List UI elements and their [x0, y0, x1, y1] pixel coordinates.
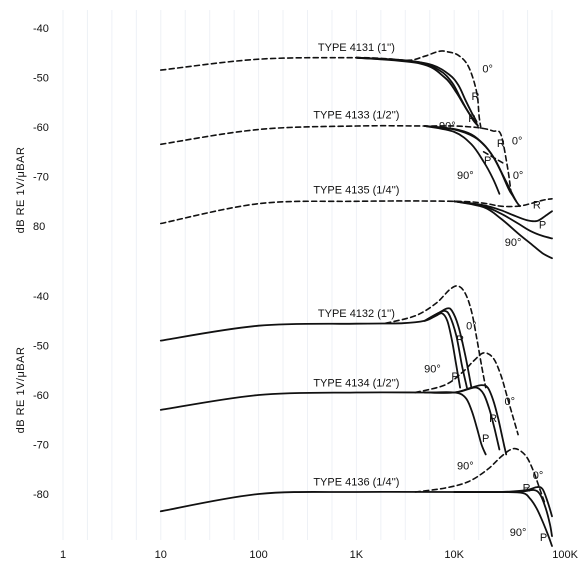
series-line	[453, 200, 553, 240]
y-tick-label: -70	[33, 440, 49, 452]
response-annotation: P	[482, 433, 489, 445]
y-tick-label: -80	[33, 489, 49, 501]
series-line	[423, 384, 508, 456]
response-annotation: 90°	[505, 237, 522, 249]
response-annotation: R	[497, 138, 505, 150]
lower-annotations: 0°R90°PR0°P90°0°R90° P	[424, 321, 547, 544]
series-line	[160, 50, 483, 132]
x-axis-ticks: 1 10 100 1K 10K 100K	[60, 549, 579, 561]
background-grid	[62, 10, 553, 540]
response-annotation: R	[489, 413, 497, 425]
response-annotation: 0°	[513, 170, 524, 182]
lower-curves	[159, 285, 553, 547]
x-tick-label: 100	[249, 549, 267, 561]
x-tick-label: 1K	[350, 549, 364, 561]
series-line	[423, 307, 473, 389]
lower-curve-labels: TYPE 4132 (1'') TYPE 4134 (1/2'') TYPE 413…	[313, 308, 399, 489]
response-annotation: P	[539, 219, 546, 231]
series-line	[423, 125, 521, 208]
series-line	[355, 56, 479, 127]
y-tick-label: -50	[33, 73, 49, 85]
response-annotation: P	[540, 532, 547, 544]
series-line	[159, 391, 487, 456]
x-tick-label: 10K	[444, 549, 464, 561]
series-line	[423, 309, 468, 389]
series-line	[453, 486, 553, 518]
response-annotation: R	[533, 200, 541, 212]
series-line	[160, 124, 512, 193]
response-annotation: 0°	[505, 396, 516, 408]
series-line	[159, 312, 461, 389]
response-annotation: 90°	[424, 364, 441, 376]
response-annotation: 0°	[482, 64, 493, 76]
series-line	[414, 447, 546, 505]
response-annotation: 0°	[512, 135, 523, 147]
y-tick-label: -40	[33, 291, 49, 303]
response-annotation: 90°	[457, 170, 474, 182]
response-annotation: R	[456, 334, 464, 346]
upper-panel: dB RE 1V/μBAR -40 -50 -60 -70 80 TYPE 4131 (…	[15, 23, 553, 260]
response-annotation: 0°	[466, 321, 477, 333]
curve-type-label: TYPE 4136 (1/4'')	[313, 477, 399, 489]
response-annotation: 0°	[533, 470, 544, 482]
curve-type-label: TYPE 4131 (1'')	[318, 42, 395, 54]
y-tick-label: 80	[33, 221, 45, 233]
response-annotation: P	[468, 113, 475, 125]
upper-curve-labels: TYPE 4131 (1'') TYPE 4133 (1/2'') TYPE 413…	[313, 42, 399, 197]
response-annotation: R	[523, 483, 531, 495]
series-line	[160, 198, 553, 225]
response-annotation: 90°	[439, 120, 456, 132]
y-tick-label: -50	[33, 341, 49, 353]
series-line	[414, 352, 519, 436]
x-tick-label: 10	[155, 549, 167, 561]
x-tick-label: 1	[60, 549, 66, 561]
lower-y-axis-label: dB RE 1V/μBAR	[15, 347, 27, 434]
y-tick-label: -40	[33, 23, 49, 35]
response-annotation: P	[451, 371, 458, 383]
lower-panel: dB RE 1V/μBAR -40 -50 -60 -70 -80 TYPE 4132 …	[15, 285, 553, 547]
upper-y-ticks: -40 -50 -60 -70 80	[33, 23, 49, 233]
series-line	[423, 125, 501, 195]
curve-type-label: TYPE 4132 (1'')	[318, 308, 395, 320]
series-line	[482, 151, 506, 165]
response-annotation: R	[471, 91, 479, 103]
x-tick-label: 100K	[552, 549, 578, 561]
lower-y-ticks: -40 -50 -60 -70 -80	[33, 291, 49, 501]
response-annotation: 90°	[457, 460, 474, 472]
series-line	[453, 200, 553, 260]
response-annotation: P	[484, 155, 491, 167]
curve-type-label: TYPE 4133 (1/2'')	[313, 110, 399, 122]
y-tick-label: -60	[33, 122, 49, 134]
y-tick-label: -60	[33, 390, 49, 402]
response-annotation: 90°	[510, 527, 527, 539]
upper-y-axis-label: dB RE 1V/μBAR	[15, 147, 27, 234]
y-tick-label: -70	[33, 172, 49, 184]
series-line	[385, 285, 487, 389]
upper-curves	[160, 50, 553, 260]
series-line	[453, 200, 553, 223]
curve-type-label: TYPE 4135 (1/4'')	[313, 184, 399, 196]
curve-type-label: TYPE 4134 (1/2'')	[313, 378, 399, 390]
